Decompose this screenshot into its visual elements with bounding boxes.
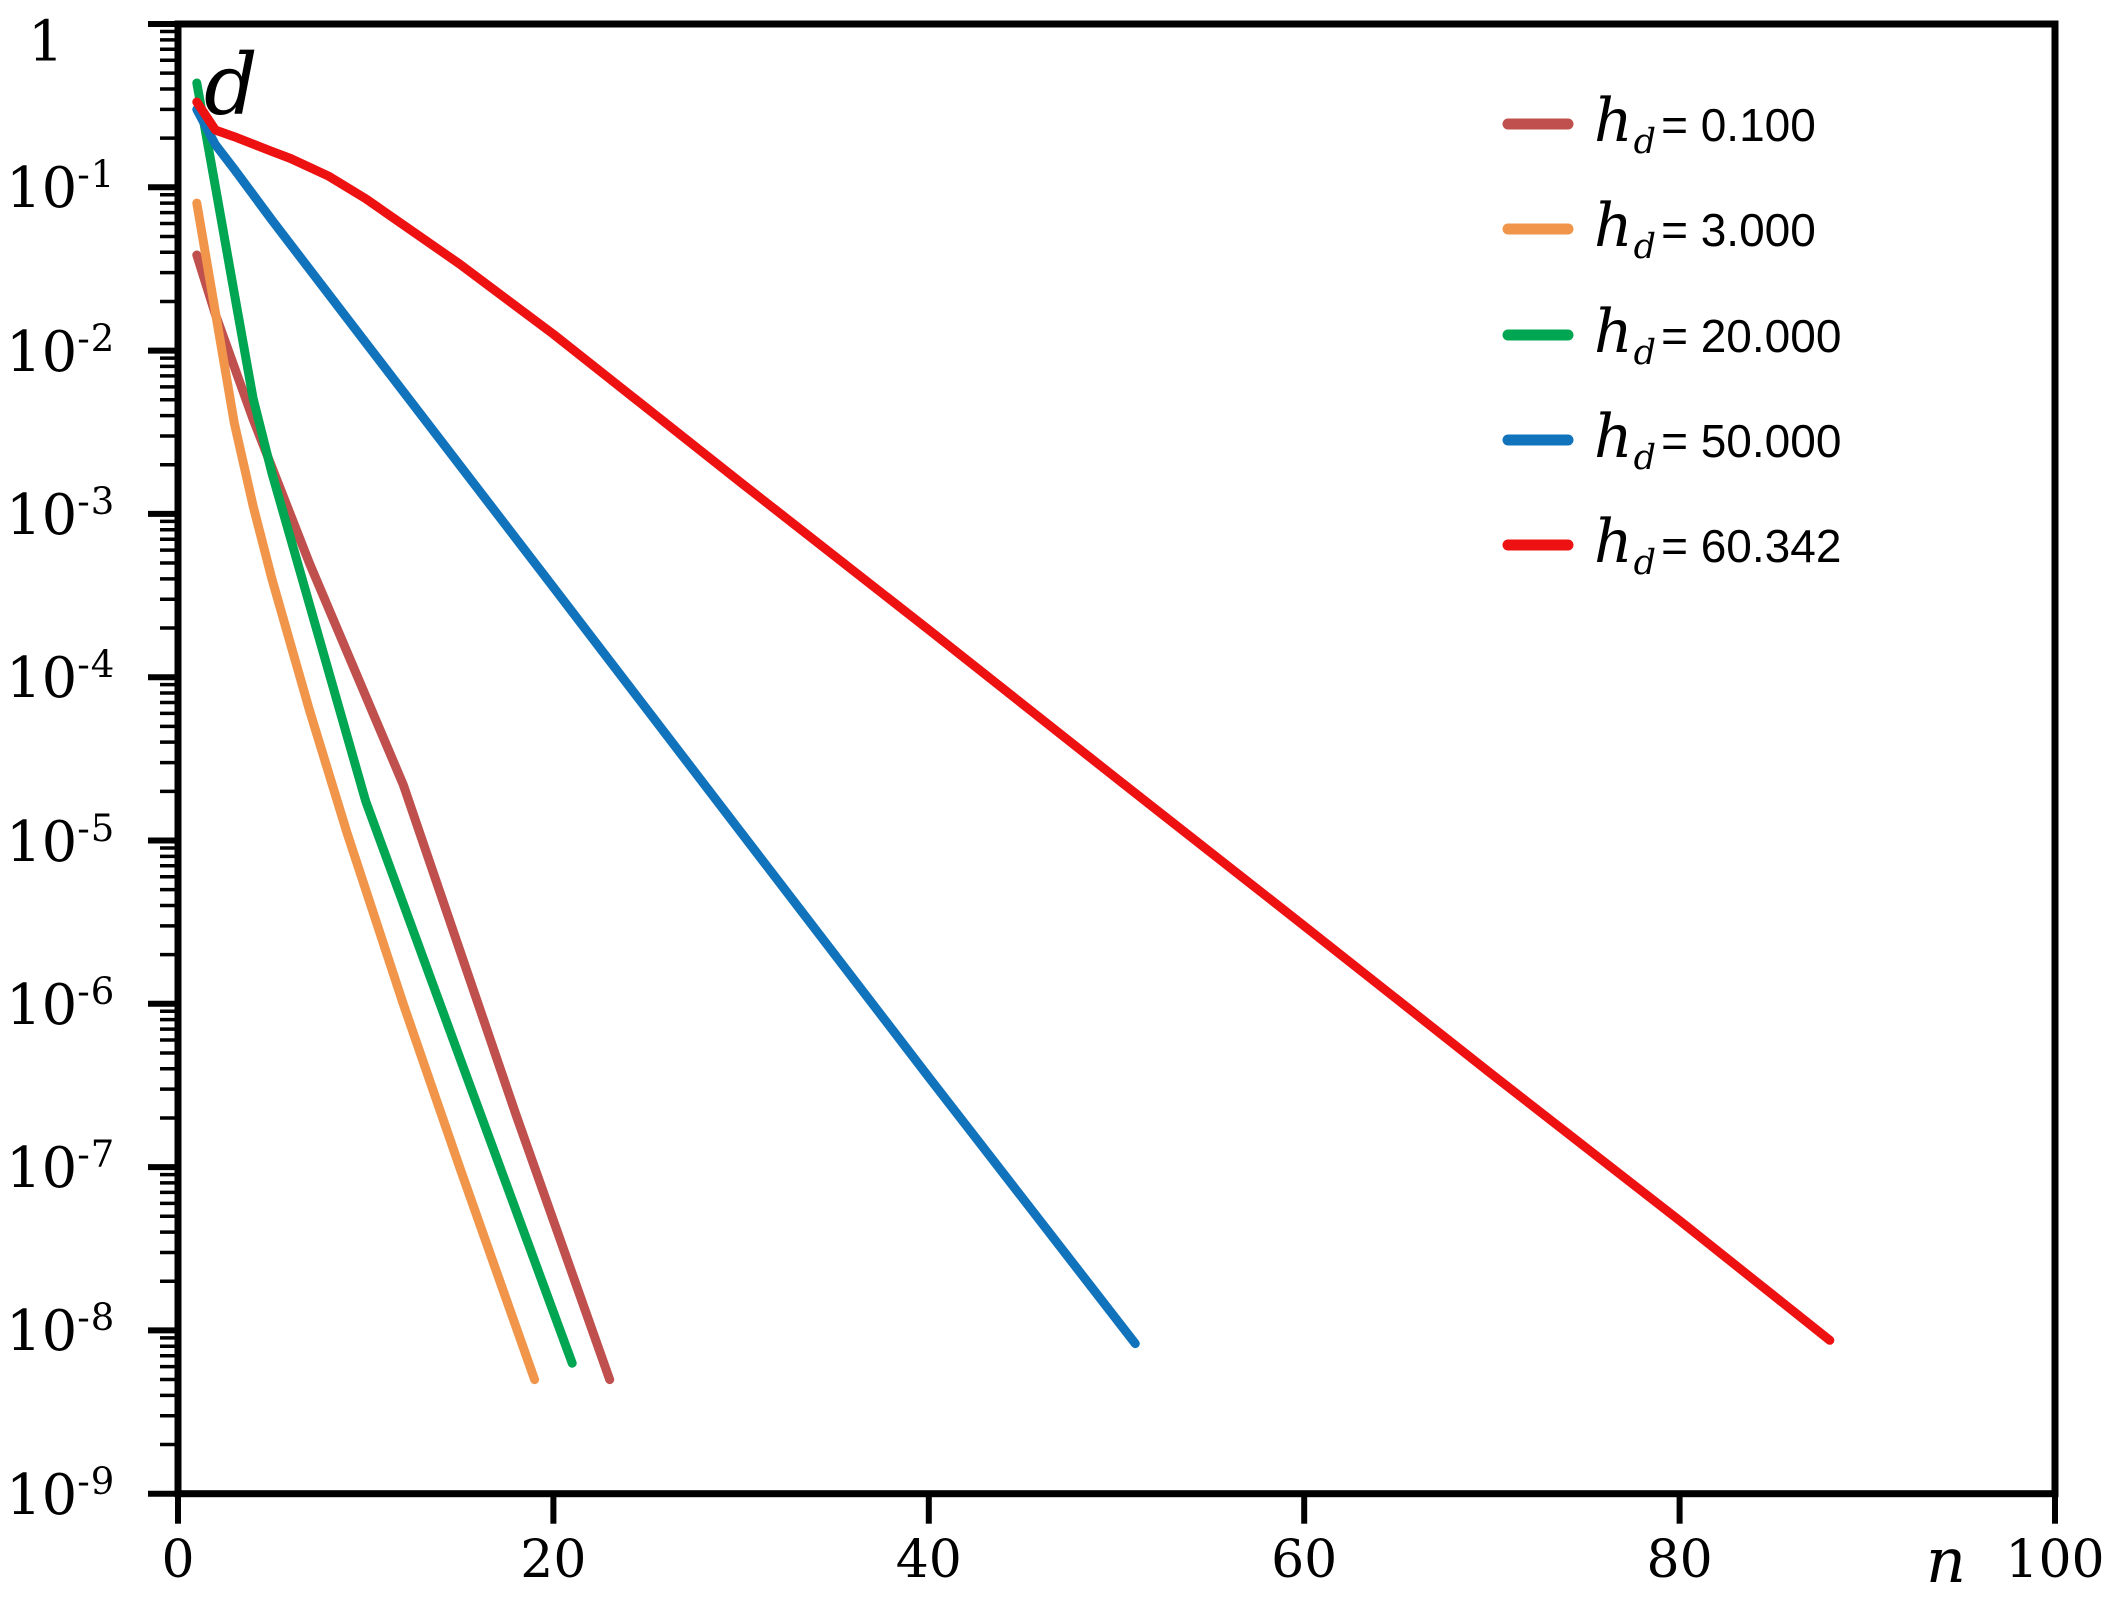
series-line-hd-20.000 <box>192 78 577 1368</box>
y-tick-label: 10-5 <box>6 806 116 875</box>
y-tick-label: 10-8 <box>6 1296 116 1365</box>
legend-label-0: hd = 0.100 <box>1594 86 1816 163</box>
x-tick-label: 40 <box>895 1530 962 1590</box>
series-line-hd-60.342 <box>192 97 1835 1345</box>
y-axis-annotation-d: d <box>204 36 258 134</box>
plot-border <box>174 20 2059 1498</box>
x-tick-label: 0 <box>161 1530 195 1590</box>
legend-label-3: hd = 50.000 <box>1594 402 1842 479</box>
y-tick-label: 1 <box>28 9 64 75</box>
y-tick-label: 10-2 <box>6 316 116 385</box>
series-line-hd-3.000 <box>192 198 540 1385</box>
x-axis-label: n <box>1926 1524 1966 1597</box>
legend-label-1: hd = 3.000 <box>1594 191 1816 268</box>
x-tick-label: 20 <box>520 1530 587 1590</box>
y-tick-label: 10-1 <box>6 153 116 222</box>
x-tick-label: 80 <box>1646 1530 1713 1590</box>
y-tick-label: 10-4 <box>6 643 116 712</box>
series-line-hd-50.000 <box>192 104 1140 1349</box>
legend-label-2: hd = 20.000 <box>1594 297 1842 374</box>
y-tick-label: 10-9 <box>6 1459 116 1528</box>
y-tick-label: 10-7 <box>6 1133 116 1201</box>
legend-label-4: hd = 60.342 <box>1594 507 1842 584</box>
x-tick-label: 100 <box>2005 1530 2105 1590</box>
y-tick-label: 10-6 <box>6 969 116 1038</box>
y-tick-label: 10-3 <box>6 480 116 548</box>
x-tick-label: 60 <box>1271 1530 1338 1590</box>
